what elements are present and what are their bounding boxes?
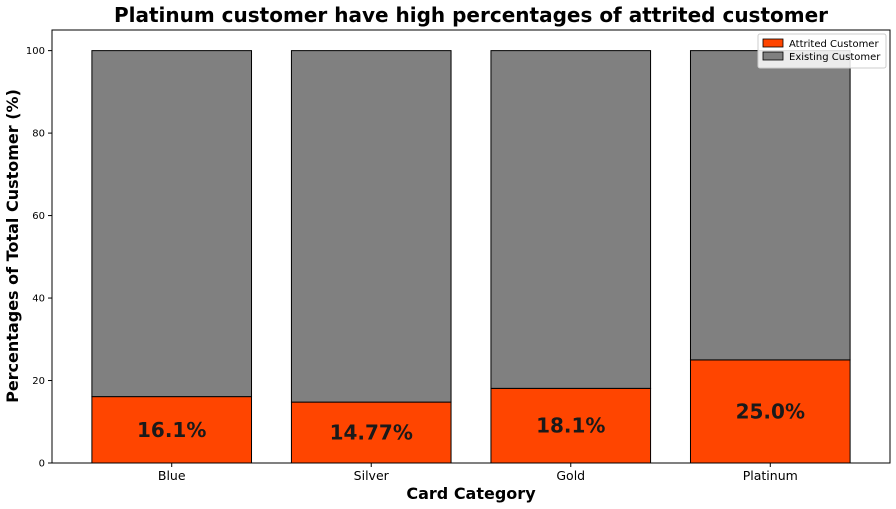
legend-swatch-existing bbox=[762, 51, 784, 61]
bar-existing-platinum bbox=[689, 50, 851, 361]
legend-swatch-attrited bbox=[762, 38, 784, 48]
y-tick-label: 100 bbox=[26, 46, 45, 57]
x-axis: Blue Silver Gold Platinum bbox=[158, 463, 798, 483]
data-label-silver: 14.77% bbox=[330, 421, 413, 445]
x-tick-label: Platinum bbox=[743, 468, 798, 483]
bar-attrited-silver bbox=[290, 401, 452, 464]
x-axis-label: Card Category bbox=[406, 484, 536, 503]
bar-attrited-blue bbox=[91, 396, 253, 464]
x-tick-label: Blue bbox=[158, 468, 186, 483]
y-axis-label: Percentages of Total Customer (%) bbox=[3, 89, 22, 403]
y-tick-label: 20 bbox=[32, 376, 45, 387]
bars-group: 16.1% 14.77% 18.1% 25.0% bbox=[91, 50, 851, 464]
plot-frame bbox=[51, 29, 891, 464]
legend-label-attrited: Attrited Customer bbox=[789, 39, 879, 50]
x-tick-label: Silver bbox=[354, 468, 390, 483]
data-label-platinum: 25.0% bbox=[736, 399, 805, 423]
x-tick-label: Gold bbox=[556, 468, 585, 483]
y-tick-label: 60 bbox=[32, 211, 45, 222]
bar-existing-gold bbox=[490, 50, 652, 389]
legend-label-existing: Existing Customer bbox=[789, 52, 881, 63]
bar-existing-silver bbox=[290, 50, 452, 403]
y-axis: 0 20 40 60 80 100 bbox=[26, 46, 52, 470]
legend-box bbox=[757, 33, 887, 69]
data-label-gold: 18.1% bbox=[536, 414, 605, 438]
legend: Attrited Customer Existing Customer bbox=[757, 33, 887, 69]
chart-title: Platinum customer have high percentages … bbox=[114, 3, 828, 27]
y-tick-label: 40 bbox=[32, 294, 45, 305]
data-label-blue: 16.1% bbox=[137, 418, 206, 442]
bar-existing-blue bbox=[91, 50, 253, 398]
bar-attrited-platinum bbox=[689, 359, 851, 464]
y-tick-label: 80 bbox=[32, 129, 45, 140]
y-tick-label: 0 bbox=[39, 459, 45, 470]
